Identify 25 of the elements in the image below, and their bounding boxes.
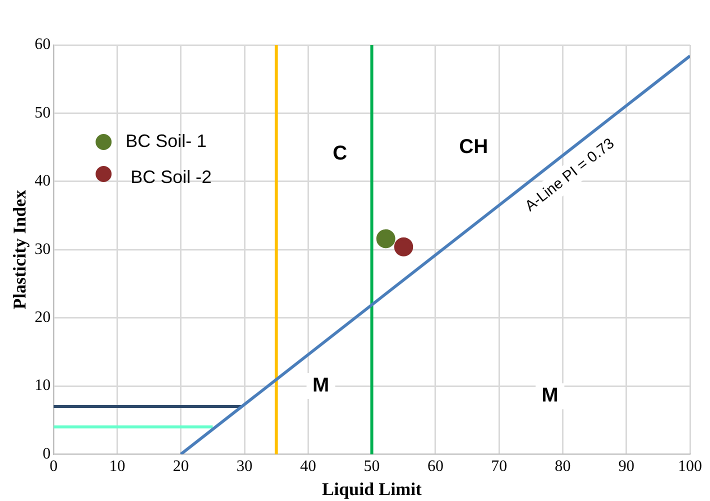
annotation: C	[332, 142, 348, 165]
y-tick-label: 10	[34, 377, 51, 394]
annotation: M	[312, 374, 330, 397]
x-tick-label: 100	[678, 458, 702, 476]
x-tick-label: 30	[236, 458, 253, 476]
annotation: M	[542, 384, 558, 407]
y-tick-label: 30	[34, 240, 51, 258]
x-tick-label: 50	[364, 458, 380, 476]
x-tick-label: 20	[172, 458, 189, 476]
y-tick-label: 20	[34, 309, 51, 326]
annotation: CH	[459, 136, 488, 158]
x-axis-title: Liquid Limit	[322, 478, 422, 499]
y-axis-title: Plasticity Index	[9, 190, 30, 310]
x-tick-label: 40	[300, 458, 316, 476]
x-tick-label: 10	[109, 458, 126, 476]
y-tick-label: 0	[42, 445, 51, 462]
legend-label: BC Soil -2	[130, 166, 212, 187]
y-tick-label: 40	[34, 172, 51, 190]
x-tick-label: 70	[491, 458, 508, 476]
y-tick-label: 50	[34, 104, 51, 122]
x-tick-label: 90	[618, 458, 634, 476]
legend-label: BC Soil- 1	[126, 130, 207, 151]
y-tick-label: 60	[34, 36, 51, 54]
x-tick-label: 60	[427, 458, 444, 476]
x-tick-label: 80	[554, 458, 571, 476]
